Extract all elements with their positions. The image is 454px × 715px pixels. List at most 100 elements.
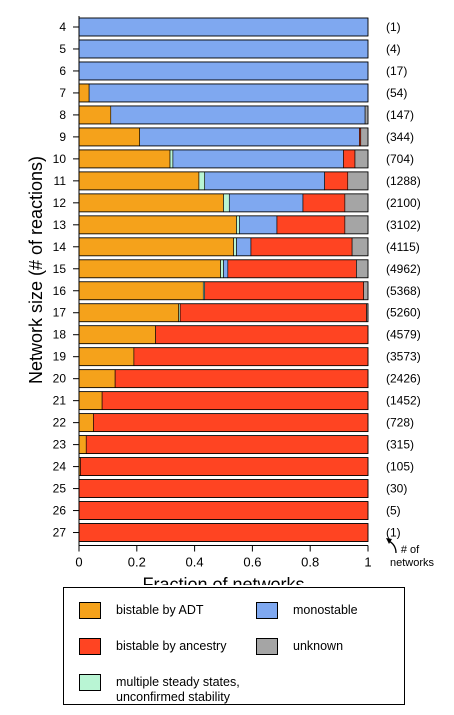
bar-segment [363, 281, 369, 301]
count-label: (105) [386, 460, 414, 474]
bar-segment [78, 523, 369, 542]
legend-label-unknown: unknown [293, 639, 344, 653]
y-tick-label: 21 [53, 394, 67, 408]
bar-segment [220, 259, 224, 279]
y-tick-label: 27 [53, 526, 67, 540]
legend-label-bistable-ancestry: bistable by ancestry [116, 639, 227, 653]
y-tick-label: 23 [53, 438, 67, 452]
count-label: (1288) [386, 174, 421, 188]
bar-segment [78, 325, 156, 345]
count-label: (5) [386, 504, 401, 518]
y-tick-label: 11 [54, 174, 67, 188]
bar-segment [78, 369, 116, 388]
y-tick-label: 17 [53, 306, 67, 320]
bar-segment [78, 193, 224, 213]
bar-segment [80, 457, 369, 476]
count-label: (1) [386, 20, 401, 34]
bar-segment [78, 17, 369, 37]
bar-segment [78, 391, 103, 410]
bar-segment [233, 237, 237, 257]
y-tick-label: 6 [59, 64, 66, 78]
bar-segment [78, 259, 221, 279]
bar-segment [78, 281, 204, 301]
bar-segment [236, 215, 240, 235]
bar-segment [78, 127, 140, 147]
count-arrow [388, 540, 397, 554]
x-tick-label: 1 [364, 555, 371, 570]
y-tick-label: 16 [53, 284, 67, 298]
legend-label-monostable: monostable [293, 603, 358, 617]
count-label: (3573) [386, 350, 421, 364]
bar-segment [276, 215, 346, 235]
bar-segment [155, 325, 369, 345]
y-tick-label: 5 [59, 42, 66, 56]
y-tick-label: 15 [53, 262, 67, 276]
legend-label-bistable-adt: bistable by ADT [116, 603, 204, 617]
y-tick-label: 22 [53, 416, 67, 430]
y-tick-label: 10 [53, 152, 67, 166]
bar-segment [78, 435, 87, 454]
bar-segment [172, 149, 344, 169]
legend-swatch-multiple-steady-states [79, 674, 101, 691]
x-axis-label: Fraction of networks [142, 575, 304, 585]
x-tick-label: 0.4 [186, 555, 204, 570]
count-label: (3102) [386, 218, 421, 232]
count-label: (2100) [386, 196, 421, 210]
bar-segment [78, 303, 180, 323]
bar-segment [204, 171, 325, 191]
bar-segment [236, 237, 252, 257]
bar-segment [78, 39, 369, 59]
bar-segment [78, 149, 171, 169]
count-label: (4) [386, 42, 401, 56]
count-label: (315) [386, 438, 414, 452]
legend-swatch-monostable [256, 602, 278, 619]
count-annotation-line1: # of [401, 544, 420, 556]
legend-label-multiple-steady-states: multiple steady states, unconfirmed stab… [116, 675, 240, 704]
bar-segment [169, 149, 174, 169]
y-tick-label: 24 [53, 460, 67, 474]
count-label: (4115) [386, 240, 420, 254]
y-tick-label: 20 [53, 372, 67, 386]
bar-segment [250, 237, 353, 257]
bar-segment [110, 105, 366, 125]
y-tick-label: 8 [59, 108, 66, 122]
bar-segment [133, 347, 369, 366]
bar-segment [78, 105, 112, 125]
count-label: (30) [386, 482, 407, 496]
y-tick-label: 7 [59, 86, 66, 100]
y-tick-label: 26 [53, 504, 67, 518]
count-label: (5368) [386, 284, 421, 298]
bar-segment [93, 413, 369, 432]
x-tick-label: 0.8 [301, 555, 319, 570]
x-tick-label: 0 [75, 555, 82, 570]
count-label: (728) [386, 416, 414, 430]
stacked-bar-chart: Network size (# of reactions) 4 (1) 5 (4) 6 (1… [26, 16, 435, 585]
y-tick-label: 18 [53, 328, 67, 342]
bar-segment [223, 259, 229, 279]
bar-segment [351, 237, 369, 257]
bar-segment [356, 259, 369, 279]
bar-segment [78, 171, 200, 191]
bar-segment [198, 171, 206, 191]
bar-segment [78, 83, 90, 103]
count-label: (4962) [386, 262, 421, 276]
bar-segment [344, 193, 369, 213]
bar-segment [343, 149, 356, 169]
bar-segment [78, 215, 237, 235]
count-label: (2426) [386, 372, 421, 386]
bar-segment [344, 215, 369, 235]
y-tick-label: 25 [53, 482, 67, 496]
bar-segment [139, 127, 360, 147]
bar-segment [78, 61, 369, 81]
bar-segment [324, 171, 349, 191]
bar-segment [78, 347, 135, 366]
legend: bistable by ADT monostable bistable by a… [63, 587, 405, 705]
y-axis-label: Network size (# of reactions) [26, 156, 46, 384]
x-tick-label: 0.6 [243, 555, 261, 570]
count-annotation-line2: networks [390, 557, 435, 569]
bar-segment [302, 193, 346, 213]
legend-swatch-unknown [256, 638, 278, 655]
count-arrowhead [386, 538, 392, 544]
bar-segment [364, 105, 369, 125]
bar-segment [179, 303, 367, 323]
